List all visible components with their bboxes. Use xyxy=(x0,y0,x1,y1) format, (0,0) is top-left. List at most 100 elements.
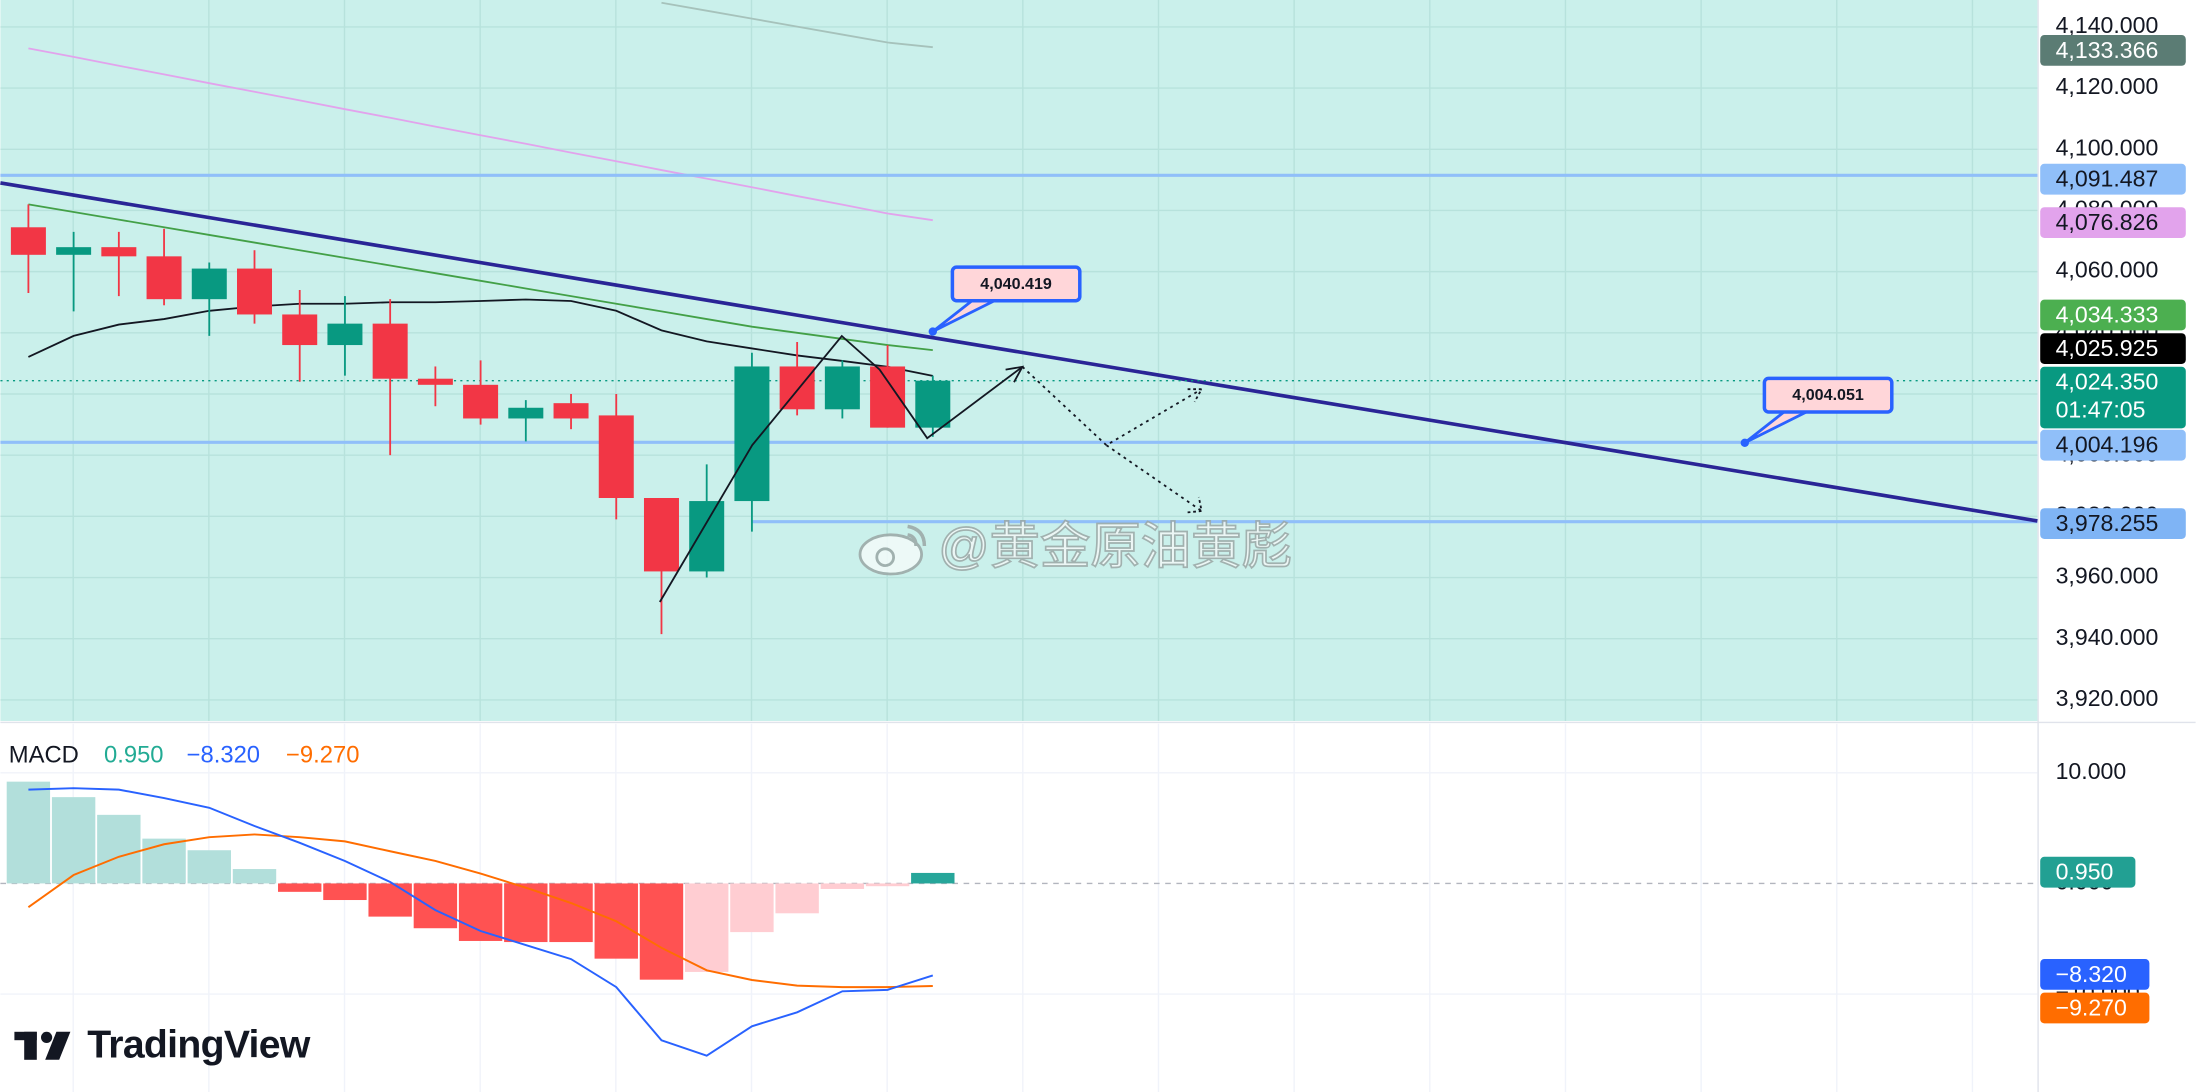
candle-body xyxy=(734,366,770,502)
brand-logo: TradingView xyxy=(14,1024,312,1067)
histogram-bar xyxy=(458,883,503,941)
indicator-label-box xyxy=(2040,856,2136,888)
histogram-bar xyxy=(775,883,819,914)
histogram-bar xyxy=(232,869,277,884)
watermark-logo xyxy=(907,524,927,547)
price-label-box xyxy=(2040,299,2186,331)
candle-body xyxy=(643,498,679,572)
macd-pane xyxy=(0,723,2038,1092)
last-price-label: 4,024.350 xyxy=(2056,369,2159,395)
candle-body xyxy=(372,323,408,379)
y-tick-label: 4,100.000 xyxy=(2056,134,2159,160)
y-tick-label: 3,960.000 xyxy=(2056,563,2159,589)
candle-body xyxy=(146,256,182,300)
drawing xyxy=(659,334,1204,603)
brand-glyph xyxy=(41,1031,53,1043)
indicator-label-box xyxy=(2040,992,2150,1024)
candle-body xyxy=(417,378,453,385)
indicator-label-box xyxy=(2040,959,2150,990)
histogram-bar xyxy=(865,883,910,887)
plot: 4,040.419 4,004.051 MACD 0.950 −8.320 −9.270 xyxy=(0,1,2038,1057)
callout-box xyxy=(950,265,1082,303)
macd-line xyxy=(28,787,934,1057)
price-label-box xyxy=(2040,333,2186,364)
legend-value: −8.320 xyxy=(187,741,260,768)
callout-box xyxy=(1762,376,1894,414)
histogram-bar xyxy=(639,883,684,980)
histogram-bar xyxy=(413,883,458,929)
signal-line xyxy=(27,833,933,989)
y-tick-label: 4,060.000 xyxy=(2056,257,2159,283)
histogram-bar xyxy=(730,883,774,933)
price-label: 4,004.196 xyxy=(2056,432,2159,458)
callout-anchor xyxy=(928,327,937,336)
brand-glyph xyxy=(24,1031,37,1060)
brand-name: TradingView xyxy=(87,1024,311,1067)
candle-body xyxy=(191,268,227,300)
price-axis: 4,140.0004,120.0004,100.0004,080.0004,06… xyxy=(2040,12,2186,1024)
price-label: 3,978.255 xyxy=(2056,510,2159,536)
indicator-label: 0.950 xyxy=(2056,859,2114,885)
candle-body xyxy=(824,366,860,410)
price-label-box xyxy=(2040,35,2186,66)
price-pane xyxy=(0,0,2038,721)
watermark-logo xyxy=(875,547,895,567)
candle-body xyxy=(101,247,137,257)
histogram-bar xyxy=(187,850,231,884)
y-tick-label: 3,920.000 xyxy=(2056,685,2159,711)
arrow-head xyxy=(1187,496,1203,514)
projection-dotted xyxy=(1105,444,1203,512)
histogram-bar xyxy=(6,781,51,884)
moving-average xyxy=(28,47,933,222)
histogram-bar xyxy=(820,883,865,889)
candle-body xyxy=(689,501,725,572)
y-tick-label: 4,140.000 xyxy=(2056,12,2159,38)
callout-label: 4,004.051 xyxy=(1792,386,1864,404)
histogram-bar xyxy=(685,883,729,972)
countdown: 01:47:05 xyxy=(2056,397,2146,423)
indicator-label: −9.270 xyxy=(2056,995,2127,1021)
price-label-box xyxy=(2040,508,2186,539)
candle-body xyxy=(915,380,951,428)
histogram-bar xyxy=(278,883,322,892)
legend-title: MACD xyxy=(9,741,79,768)
trend-line xyxy=(0,181,2038,523)
price-label-box xyxy=(2040,429,2186,461)
callout-label: 4,040.419 xyxy=(980,275,1052,293)
histogram-bar xyxy=(549,883,593,943)
price-label: 4,034.333 xyxy=(2056,302,2159,328)
y-tick-label: 10.000 xyxy=(2056,758,2127,784)
price-label: 4,025.925 xyxy=(2056,335,2159,361)
candle-body xyxy=(870,366,906,428)
watermark: @黄金原油黄彪 xyxy=(858,517,1293,576)
candle-body xyxy=(56,247,92,255)
price-label-box xyxy=(2040,163,2186,195)
watermark-logo xyxy=(858,533,924,576)
moving-average xyxy=(28,298,933,377)
candle-body xyxy=(282,314,318,346)
price-label: 4,091.487 xyxy=(2056,166,2159,192)
brand-glyph xyxy=(45,1031,71,1060)
histogram-bar xyxy=(323,883,367,901)
y-tick-label: 3,940.000 xyxy=(2056,624,2159,650)
moving-average xyxy=(28,203,933,352)
watermark-text: @黄金原油黄彪 xyxy=(938,518,1292,575)
candle-body xyxy=(327,323,363,346)
candle-body xyxy=(237,268,272,315)
histogram-bar xyxy=(368,883,412,917)
candle-body xyxy=(463,384,499,419)
price-label: 4,076.826 xyxy=(2056,209,2159,235)
callout-anchor xyxy=(1740,438,1749,447)
arrow-head xyxy=(1187,388,1204,403)
candle-body xyxy=(508,407,544,419)
moving-average xyxy=(661,1,933,49)
candle-body xyxy=(598,415,634,499)
indicator-label: −8.320 xyxy=(2056,961,2127,987)
candle-body xyxy=(10,227,46,255)
last-price-box xyxy=(2040,366,2186,429)
legend-value: −9.270 xyxy=(286,741,359,768)
projection-path xyxy=(659,334,1023,603)
legend-value: 0.950 xyxy=(104,741,164,768)
